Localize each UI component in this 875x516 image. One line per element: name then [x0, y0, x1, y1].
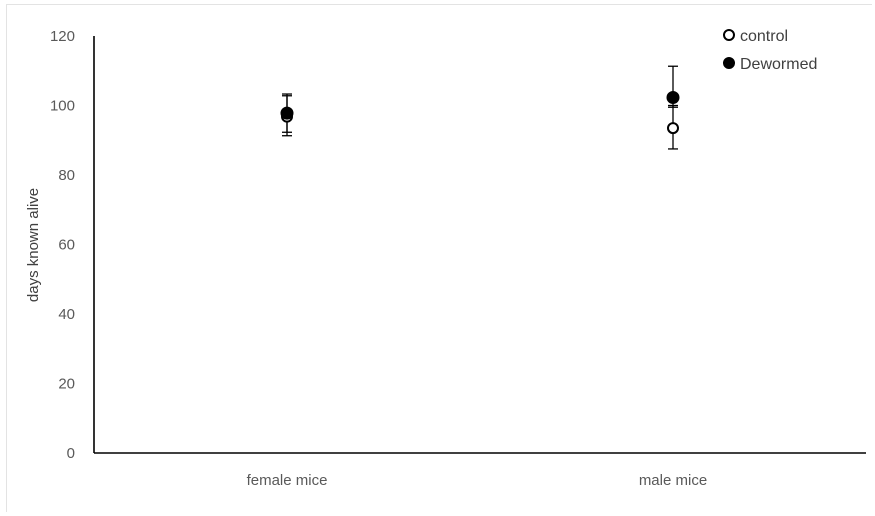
error-bars [282, 65, 678, 150]
y-tick-label: 100 [50, 98, 75, 115]
data-point-dewormed [666, 91, 680, 105]
data-point-dewormed [280, 106, 294, 120]
legend-label-control: control [740, 28, 788, 45]
data-points [280, 91, 680, 135]
y-tick-label: 20 [58, 376, 75, 393]
y-tick-label: 80 [58, 167, 75, 184]
data-point-control [667, 122, 679, 135]
x-tick-label: female mice [247, 472, 328, 489]
x-tick-labels: female mice male mice [247, 472, 708, 489]
legend-label-dewormed: Dewormed [740, 56, 817, 73]
legend-marker-control [723, 29, 735, 41]
y-tick-label: 120 [50, 28, 75, 45]
y-tick-labels: 0 20 40 60 80 100 120 [50, 28, 75, 462]
y-axis-title: days known alive [25, 188, 42, 302]
legend: control Dewormed [723, 28, 817, 73]
legend-marker-dewormed [723, 57, 735, 69]
chart-frame [6, 4, 872, 512]
y-tick-label: 40 [58, 306, 75, 323]
y-tick-label: 0 [67, 445, 75, 462]
x-tick-label: male mice [639, 472, 707, 489]
y-tick-label: 60 [58, 237, 75, 254]
